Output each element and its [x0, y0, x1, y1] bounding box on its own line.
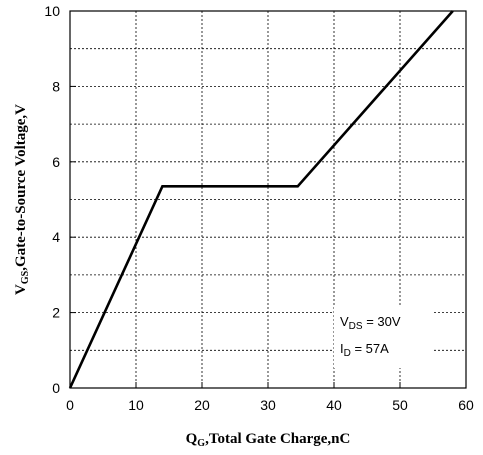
annotation-group: VDS = 30V ID = 57A [340, 314, 401, 359]
y-tick-label: 10 [44, 3, 60, 19]
y-tick-label: 8 [52, 78, 60, 94]
y-axis-label: VGS,Gate-to-Source Voltage,V [13, 104, 31, 295]
x-tick-label: 50 [392, 397, 408, 413]
x-tick-label: 10 [128, 397, 144, 413]
y-tick-label: 6 [52, 154, 60, 170]
x-axis-label: QG,Total Gate Charge,nC [186, 431, 351, 449]
y-tick-label: 0 [52, 380, 60, 396]
y-tick-label: 4 [52, 229, 60, 245]
x-tick-label: 20 [194, 397, 210, 413]
annotation-text: VDS = 30V [340, 314, 401, 332]
annotation-box [334, 306, 434, 368]
x-tick-label: 30 [260, 397, 276, 413]
x-tick-label: 40 [326, 397, 342, 413]
x-tick-label: 60 [458, 397, 474, 413]
chart-series-layer [68, 10, 454, 389]
y-tick-label: 2 [52, 305, 60, 321]
series-line [68, 10, 454, 389]
x-tick-label: 0 [66, 397, 74, 413]
annotation-text: ID = 57A [340, 341, 389, 359]
